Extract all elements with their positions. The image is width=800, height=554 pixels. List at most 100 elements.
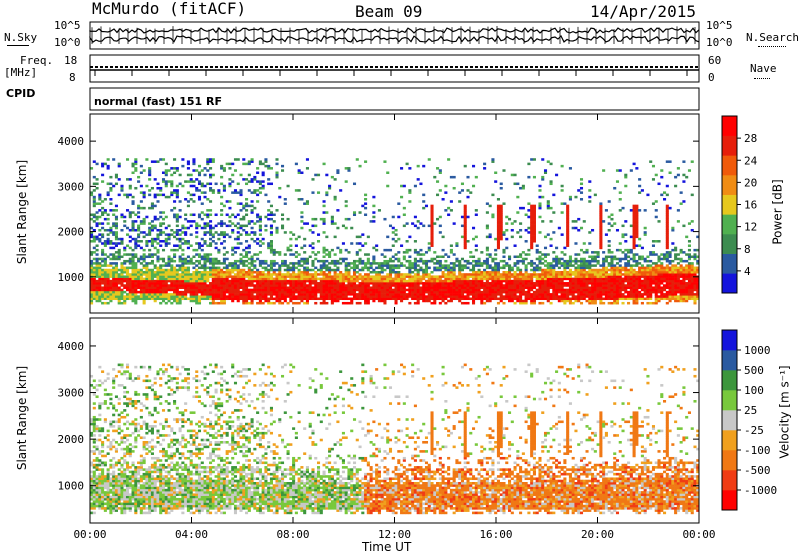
heat-cell xyxy=(541,175,545,179)
heat-cell xyxy=(352,182,357,186)
heat-cell xyxy=(391,226,395,230)
heat-cell xyxy=(297,262,301,265)
heat-cell xyxy=(438,224,442,228)
heat-cell xyxy=(339,295,343,298)
nsearch-tick-bottom: 10^0 xyxy=(706,36,733,49)
heat-cell xyxy=(422,268,426,272)
heat-cell xyxy=(283,279,287,283)
heat-cell xyxy=(546,295,550,298)
heat-cell xyxy=(436,193,440,197)
heat-cell xyxy=(209,295,213,298)
heat-cell xyxy=(98,262,102,265)
heat-cell xyxy=(466,240,470,243)
heat-cell xyxy=(516,286,520,289)
heat-cell xyxy=(150,268,154,272)
heat-cell xyxy=(328,286,332,289)
heat-cell xyxy=(494,270,498,274)
heat-cell xyxy=(377,262,381,265)
heat-cell xyxy=(488,204,492,208)
heat-cell xyxy=(627,264,631,267)
heat-cell xyxy=(103,284,107,287)
heat-cell xyxy=(311,288,315,292)
heat-cell xyxy=(394,279,398,283)
heat-cell xyxy=(344,248,348,252)
heat-cell xyxy=(153,299,157,303)
heat-cell xyxy=(494,277,498,281)
heat-cell xyxy=(314,293,318,296)
heat-cell xyxy=(347,282,351,285)
heat-cell xyxy=(112,231,116,234)
heat-cell xyxy=(142,284,146,287)
heat-cell xyxy=(596,293,600,296)
heat-cell xyxy=(488,264,492,267)
heat-cell xyxy=(294,290,298,294)
heat-cell xyxy=(538,297,542,301)
heat-cell xyxy=(516,259,520,263)
heat-cell xyxy=(184,231,188,234)
heat-cell xyxy=(361,290,365,294)
heat-cell xyxy=(372,288,376,292)
heat-cell xyxy=(236,277,240,281)
heat-cell xyxy=(615,273,620,276)
heat-cell xyxy=(469,255,473,259)
heat-cell xyxy=(142,301,146,305)
heat-cell xyxy=(463,297,467,301)
heat-cell xyxy=(170,286,174,289)
heat-cell xyxy=(209,167,213,170)
heat-cell xyxy=(513,277,517,281)
heat-cell xyxy=(441,273,445,276)
heat-cell xyxy=(579,262,584,265)
heat-cell xyxy=(170,193,174,197)
heat-cell xyxy=(599,295,603,298)
heat-cell xyxy=(582,242,586,245)
heat-cell xyxy=(629,268,633,272)
heat-cell xyxy=(139,231,143,234)
heat-cell xyxy=(272,268,276,272)
heat-cell xyxy=(148,226,152,230)
heat-cell xyxy=(308,277,312,281)
heat-cell xyxy=(519,288,523,292)
heat-cell xyxy=(289,273,293,276)
heat-cell xyxy=(466,286,470,289)
heat-cell xyxy=(499,222,503,225)
heat-cell xyxy=(209,273,213,276)
heat-cell xyxy=(413,215,417,219)
heat-cell xyxy=(175,268,179,272)
heat-cell xyxy=(175,270,179,274)
heat-cell xyxy=(200,169,204,172)
heat-cell xyxy=(184,240,188,243)
heat-cell xyxy=(211,266,215,270)
heat-cell xyxy=(117,178,121,181)
heat-cell xyxy=(231,266,235,270)
heat-cell xyxy=(250,160,254,163)
heat-cell xyxy=(117,299,121,303)
heat-cell xyxy=(566,284,570,287)
heat-cell xyxy=(192,293,196,296)
heat-cell xyxy=(150,255,154,259)
heat-cell xyxy=(139,171,143,174)
heat-cell xyxy=(355,266,359,270)
heat-cell xyxy=(413,266,417,270)
heat-cell xyxy=(510,288,514,292)
heat-cell xyxy=(203,277,207,281)
heat-cell xyxy=(474,277,478,281)
heat-cell xyxy=(571,301,575,305)
freq-traces xyxy=(90,66,699,76)
heat-cell xyxy=(278,195,282,199)
heat-cell xyxy=(557,282,561,285)
heat-cell xyxy=(220,231,224,234)
heat-cell xyxy=(627,270,631,274)
heat-cell xyxy=(139,262,143,265)
heat-cell xyxy=(563,275,567,278)
heat-cell xyxy=(629,235,633,239)
heat-cell xyxy=(106,295,110,298)
heat-cell xyxy=(294,275,298,278)
heat-cell xyxy=(607,293,611,296)
heat-cell xyxy=(134,262,138,265)
heat-cell xyxy=(256,290,260,294)
heat-cell xyxy=(192,282,196,285)
heat-cell xyxy=(364,275,368,278)
heat-cell xyxy=(175,213,179,217)
heat-cell xyxy=(560,189,564,192)
nsky-legend-line xyxy=(7,45,29,46)
